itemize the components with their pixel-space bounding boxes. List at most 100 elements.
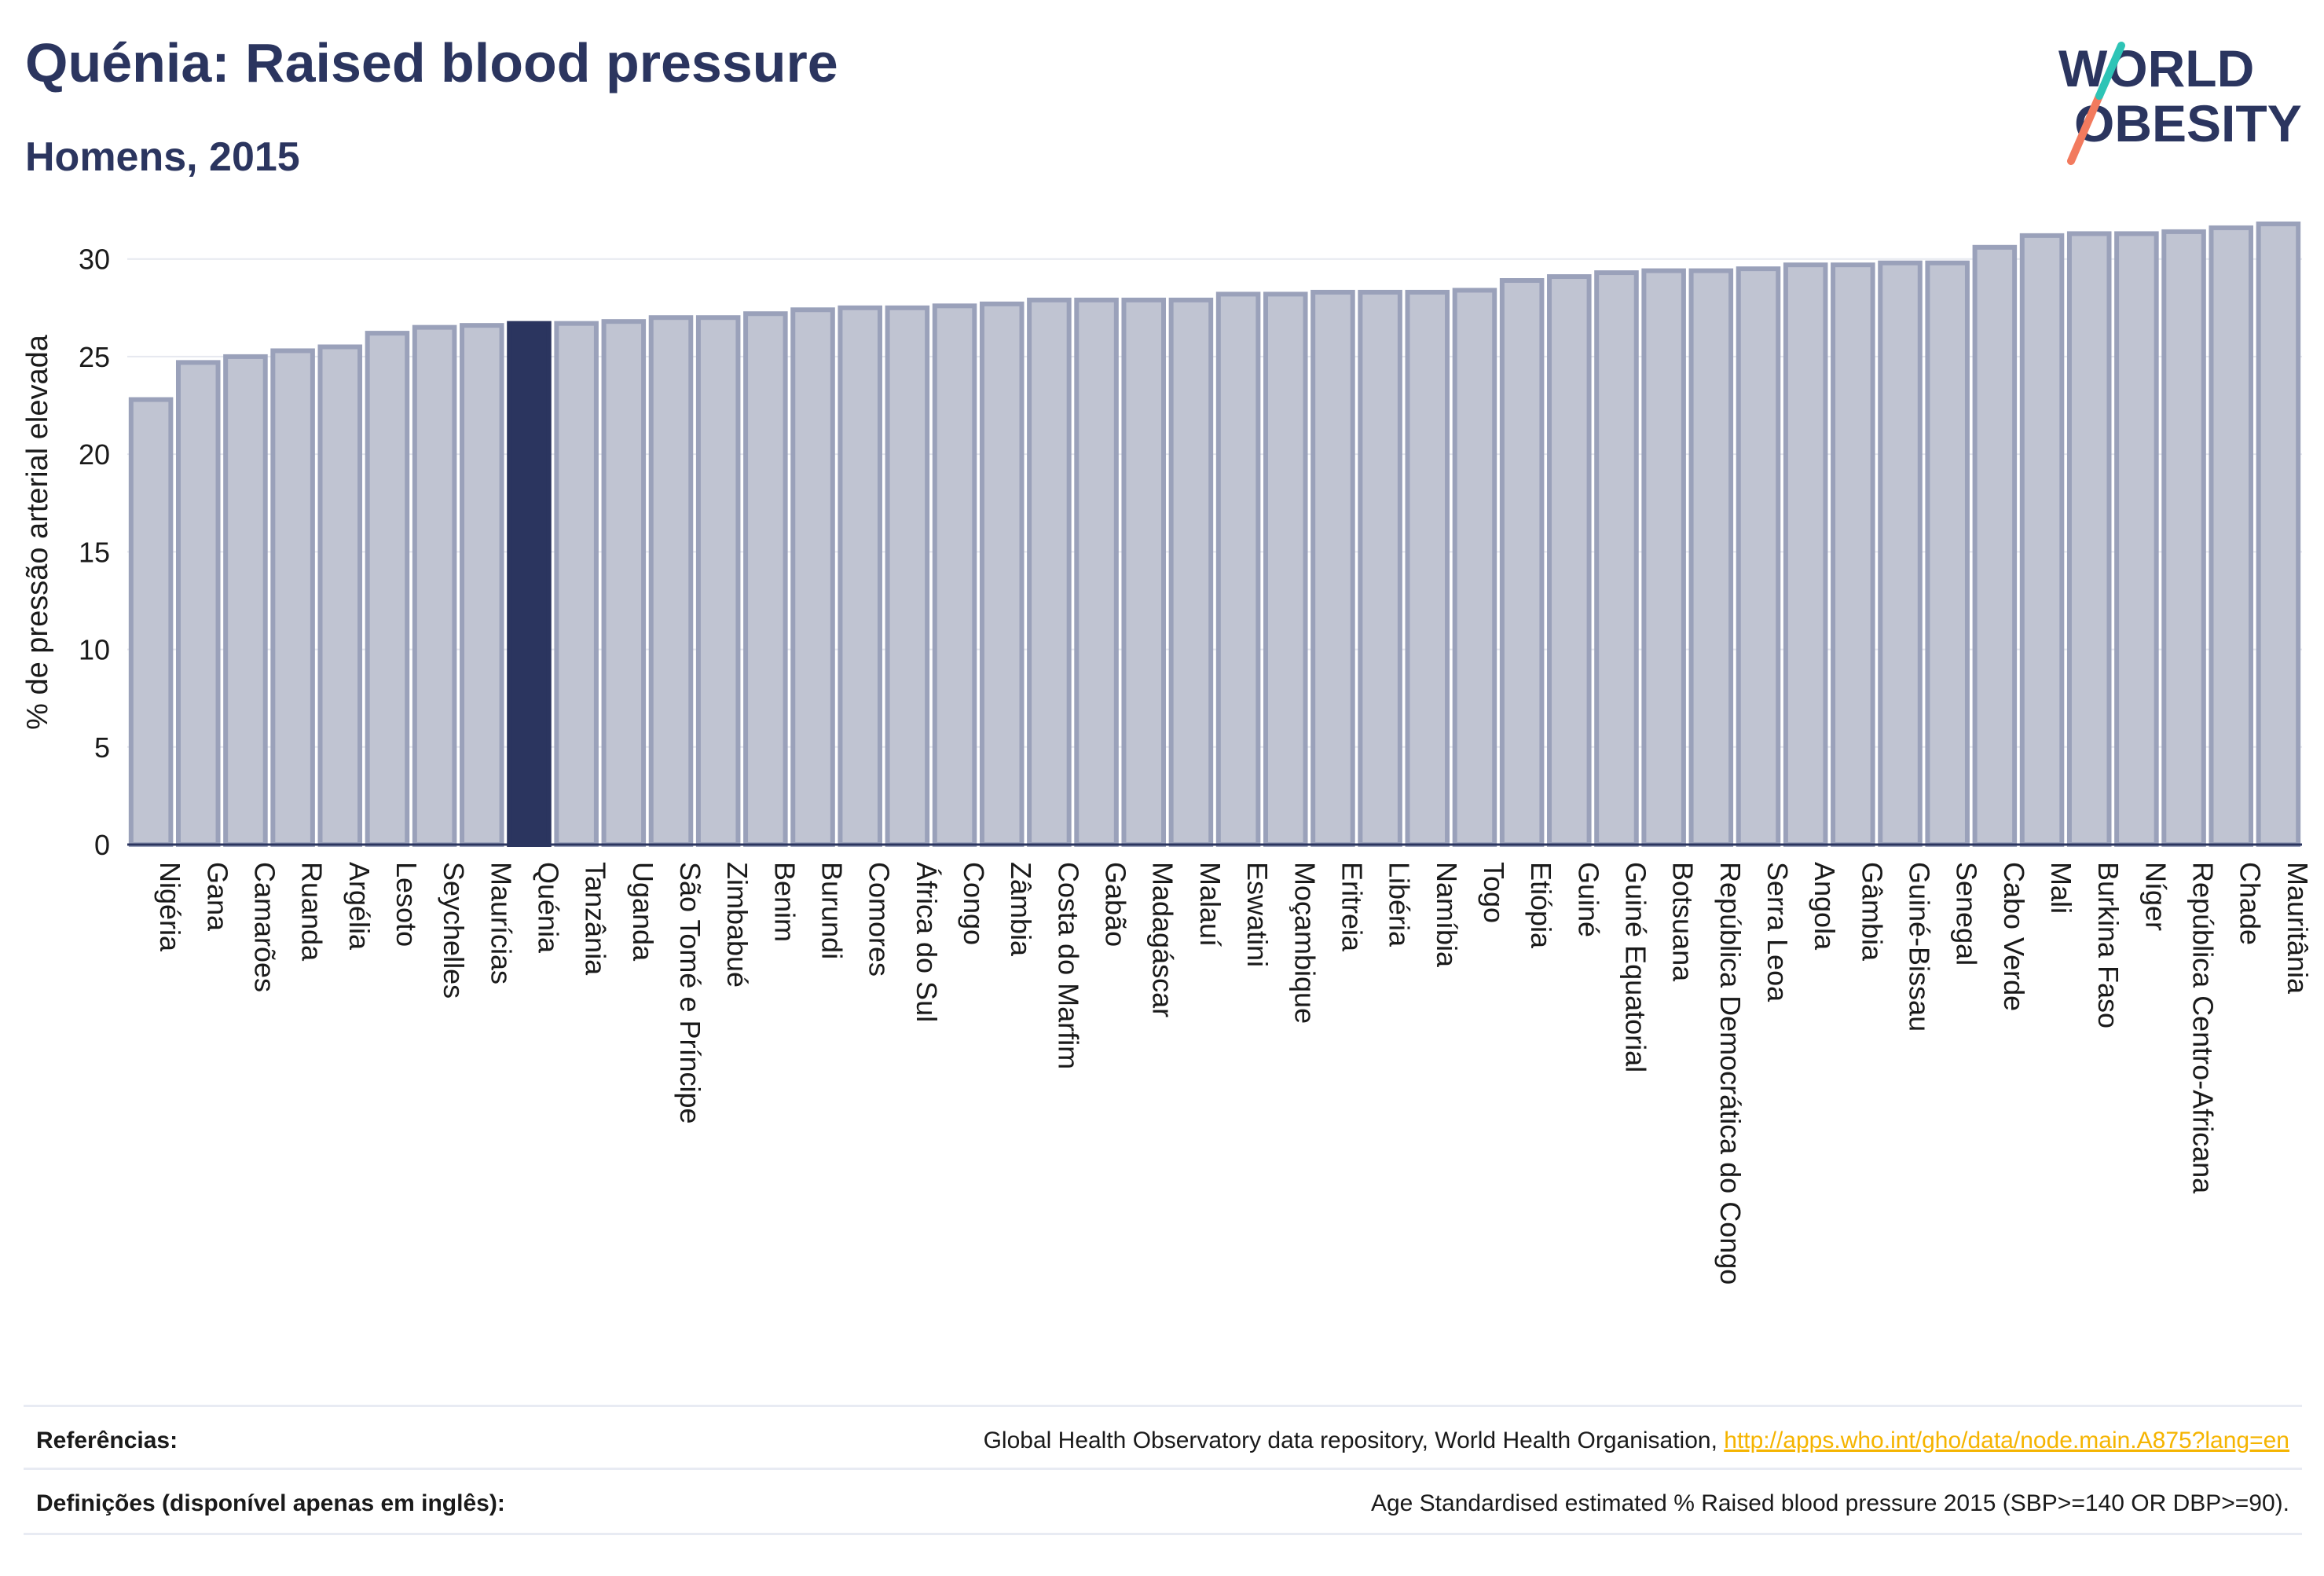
bar-cabo-verde[interactable]	[1972, 244, 2018, 847]
definitions-value: Age Standardised estimated % Raised bloo…	[1370, 1490, 2289, 1516]
bar-níger[interactable]	[2114, 231, 2159, 847]
bar-gabão[interactable]	[1074, 297, 1119, 847]
bar-gâmbia[interactable]	[1831, 262, 1875, 847]
bar-guiné[interactable]	[1547, 274, 1592, 847]
y-tick-label: 15	[79, 536, 110, 568]
references-link[interactable]: http://apps.who.int/gho/data/node.main.A…	[1724, 1428, 2289, 1453]
x-tick-label: Etiópia	[1525, 862, 1557, 949]
x-tick-label: Costa do Marfim	[1052, 862, 1084, 1069]
y-tick-label: 0	[94, 829, 110, 861]
definitions-label: Definições (disponível apenas em inglês)…	[36, 1490, 505, 1516]
bar-madagáscar[interactable]	[1121, 297, 1167, 847]
x-tick-label: Madagáscar	[1147, 862, 1179, 1017]
bar-tanzânia[interactable]	[554, 321, 599, 847]
bar-togo[interactable]	[1452, 288, 1497, 847]
bar-libéria[interactable]	[1358, 289, 1402, 847]
y-tick-label: 5	[94, 731, 110, 764]
x-tick-label: Guiné Equatorial	[1619, 862, 1651, 1072]
bar-zâmbia[interactable]	[979, 301, 1025, 847]
bar-botsuana[interactable]	[1641, 268, 1686, 847]
x-tick-label: Gana	[201, 862, 233, 932]
bar-senegal[interactable]	[1925, 260, 1970, 847]
world-obesity-logo: WORLD OBESITY	[2058, 39, 2302, 165]
bar-seychelles[interactable]	[412, 324, 457, 847]
bar-burundi[interactable]	[790, 307, 835, 847]
bar-lesoto[interactable]	[365, 331, 410, 847]
x-tick-label: Cabo Verde	[1998, 862, 2030, 1011]
x-tick-label: Senegal	[1951, 862, 1983, 966]
definitions-row: Definições (disponível apenas em inglês)…	[24, 1468, 2302, 1535]
x-tick-label: Libéria	[1384, 862, 1416, 947]
y-axis-title: % de pressão arterial elevada	[21, 334, 54, 730]
x-tick-label: Níger	[2139, 862, 2172, 931]
x-tick-label: Burundi	[816, 862, 849, 959]
x-tick-label: Zimbabué	[721, 862, 753, 988]
bar-gana[interactable]	[175, 360, 221, 847]
page-subtitle: Homens, 2015	[25, 134, 300, 180]
bar-quénia[interactable]	[507, 321, 552, 847]
bar-guiné-equatorial[interactable]	[1594, 270, 1639, 847]
bar-camarões[interactable]	[223, 354, 268, 847]
x-tick-label: Angola	[1809, 862, 1841, 951]
x-tick-label: República Democrática do Congo	[1714, 862, 1747, 1285]
bar-moçambique[interactable]	[1263, 291, 1308, 847]
x-tick-label: Serra Leoa	[1761, 862, 1794, 1002]
bar-costa-do-marfim[interactable]	[1027, 297, 1072, 847]
references-label: Referências:	[36, 1428, 178, 1453]
bar-são-tomé-e-príncipe[interactable]	[648, 315, 694, 847]
bar-áfrica-do-sul[interactable]	[885, 305, 930, 847]
x-tick-label: Guiné	[1572, 862, 1604, 937]
x-tick-label: São Tomé e Príncipe	[674, 862, 706, 1124]
x-tick-label: Argélia	[343, 862, 376, 951]
bar-mali[interactable]	[2019, 233, 2065, 847]
logo-line2: OBESITY	[2074, 94, 2302, 152]
bar-argélia[interactable]	[317, 344, 363, 847]
x-tick-label: Chade	[2234, 862, 2267, 945]
references-row: Referências: Global Health Observatory d…	[24, 1405, 2302, 1470]
x-tick-label: Eritreia	[1336, 862, 1368, 952]
x-tick-label: Camarões	[248, 862, 280, 992]
bar-angola[interactable]	[1783, 262, 1828, 847]
x-tick-label: Zâmbia	[1005, 862, 1037, 957]
bar-uganda[interactable]	[601, 319, 647, 847]
bar-burkina-faso[interactable]	[2066, 231, 2112, 847]
x-tick-label: Benim	[768, 862, 801, 942]
bar-namíbia[interactable]	[1405, 289, 1450, 847]
x-tick-label: Gabão	[1100, 862, 1132, 947]
x-tick-label: Nigéria	[154, 862, 186, 952]
bar-etiópia[interactable]	[1499, 278, 1545, 847]
x-tick-label: República Centro-Africana	[2187, 862, 2220, 1194]
x-tick-label: Gâmbia	[1856, 862, 1888, 962]
bar-chade[interactable]	[2209, 225, 2254, 847]
x-tick-label: Seychelles	[438, 862, 470, 999]
x-tick-label: Mali	[2045, 862, 2077, 914]
bars	[128, 221, 2301, 847]
bar-maurícias[interactable]	[460, 323, 504, 847]
bar-nigéria[interactable]	[128, 397, 174, 847]
bar-eswatini[interactable]	[1215, 291, 1261, 847]
bar-zimbabué[interactable]	[695, 315, 741, 847]
x-tick-label: Uganda	[627, 862, 659, 962]
bar-eritreia[interactable]	[1310, 289, 1355, 847]
bar-guiné-bissau[interactable]	[1878, 260, 1923, 847]
bar-chart: 0 5 10 15 20 25 30 Nigéria Gana Camarões Ruanda Arg…	[21, 221, 2314, 1285]
bar-república-democrática-do-congo[interactable]	[1688, 268, 1734, 847]
bar-malauí[interactable]	[1168, 297, 1214, 847]
x-tick-label: Congo	[958, 862, 990, 945]
y-tick-label: 30	[79, 244, 110, 276]
bar-benim[interactable]	[743, 311, 788, 847]
bar-congo[interactable]	[932, 303, 977, 847]
y-tick-label: 20	[79, 438, 110, 471]
x-tick-label: Botsuana	[1667, 862, 1699, 982]
bar-serra-leoa[interactable]	[1736, 266, 1781, 847]
bar-ruanda[interactable]	[270, 348, 315, 847]
logo-line1: WORLD	[2058, 39, 2254, 97]
bar-comores[interactable]	[838, 305, 882, 847]
x-tick-label: Comores	[863, 862, 896, 977]
bar-república-centro-africana[interactable]	[2161, 229, 2206, 847]
x-tick-label: Eswatini	[1241, 862, 1274, 967]
x-tick-label: Guiné-Bissau	[1904, 862, 1936, 1032]
x-tick-label: Mauritânia	[2282, 862, 2314, 995]
references-value: Global Health Observatory data repositor…	[984, 1428, 2289, 1454]
bar-mauritânia[interactable]	[2256, 221, 2301, 847]
